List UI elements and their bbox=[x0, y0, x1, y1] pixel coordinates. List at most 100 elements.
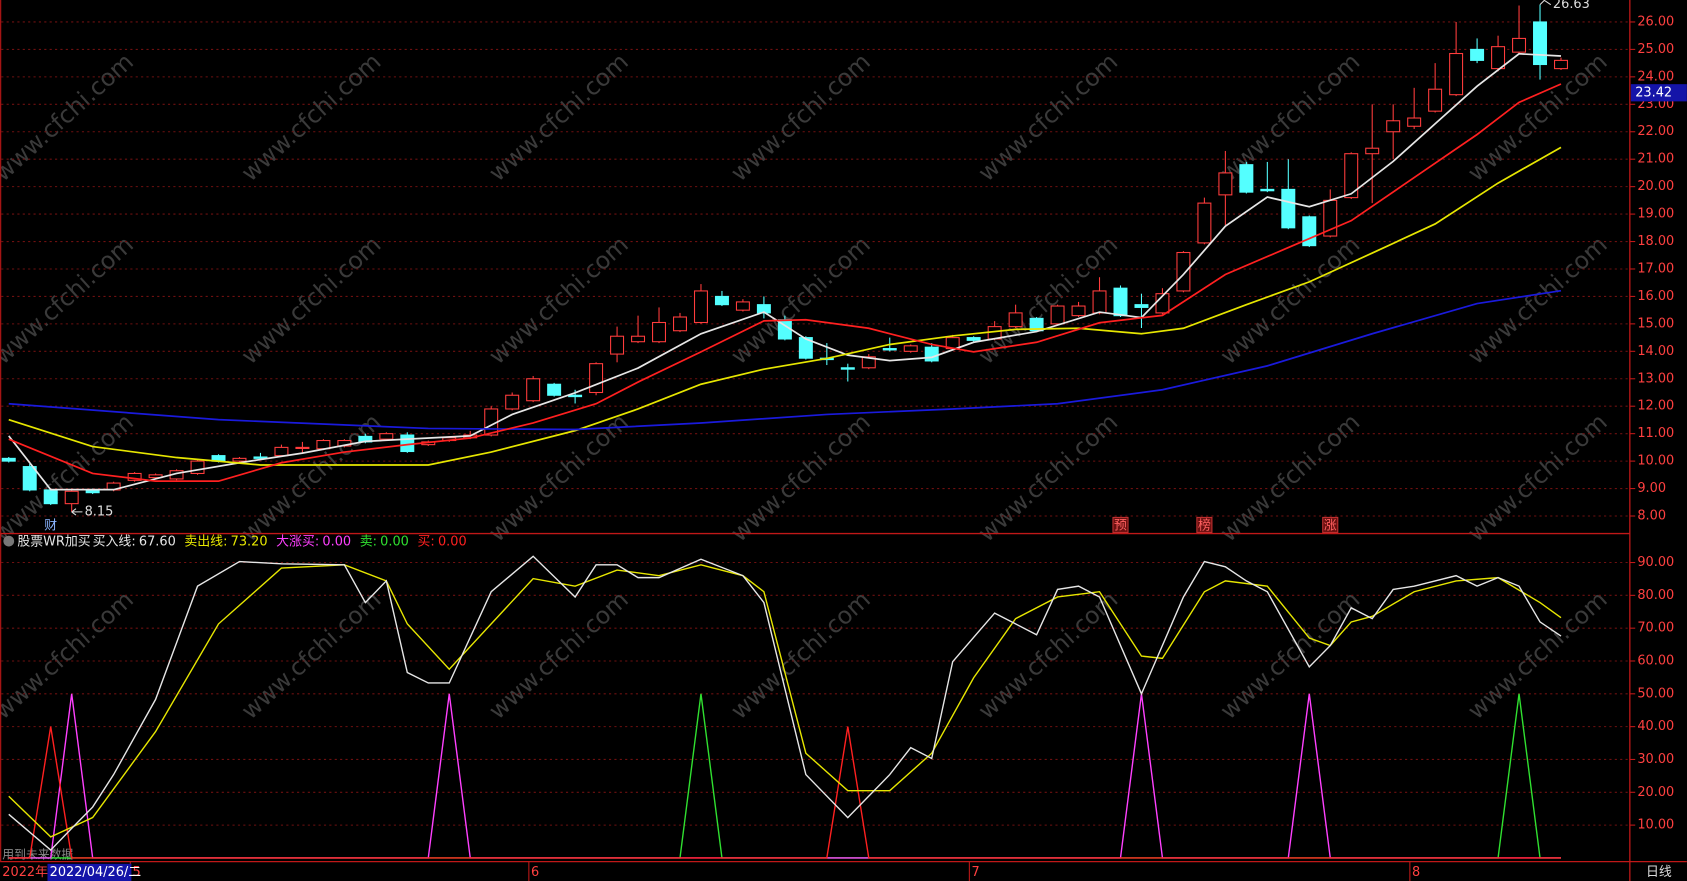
y-tick-label: 8.00 bbox=[1637, 509, 1666, 524]
candle-body bbox=[1491, 46, 1506, 70]
max-label: 26.63 bbox=[1553, 0, 1590, 12]
candle-body bbox=[190, 460, 205, 474]
y-tick-label: 10.00 bbox=[1637, 454, 1674, 469]
candle-body bbox=[379, 433, 394, 440]
candle-body bbox=[1554, 59, 1568, 70]
candle-body bbox=[1512, 37, 1527, 53]
collapse-icon[interactable] bbox=[3, 535, 15, 547]
candle-body bbox=[1533, 21, 1548, 66]
legend-name: 卖出线: bbox=[184, 535, 227, 550]
x-tick-label: 8 bbox=[1412, 865, 1420, 880]
y-tick-label: 80.00 bbox=[1637, 588, 1674, 603]
legend-value: 0.00 bbox=[322, 535, 351, 550]
candle-body bbox=[1344, 153, 1359, 199]
moving-average bbox=[8, 83, 1562, 483]
legend-name: 卖: bbox=[360, 535, 377, 550]
indicator-title: 股票WR加买 bbox=[17, 535, 90, 550]
candle-body bbox=[1260, 188, 1275, 192]
candle-body bbox=[903, 345, 918, 352]
event-marker: 预 bbox=[1114, 519, 1127, 534]
y-tick-label: 14.00 bbox=[1637, 344, 1674, 359]
candle-body bbox=[1218, 172, 1233, 196]
candle-body bbox=[1470, 48, 1485, 61]
y-tick-label: 20.00 bbox=[1637, 179, 1674, 194]
max-marker bbox=[1539, 0, 1552, 6]
y-tick-label: 50.00 bbox=[1637, 686, 1674, 701]
y-tick-label: 9.00 bbox=[1637, 481, 1666, 496]
price-tag-label: 23.42 bbox=[1635, 85, 1672, 100]
x-tick-label: 7 bbox=[972, 865, 980, 880]
event-marker: 榜 bbox=[1198, 518, 1211, 534]
candle-body bbox=[861, 356, 876, 369]
candle-body bbox=[547, 383, 562, 396]
candle-body bbox=[274, 446, 289, 457]
y-tick-label: 20.00 bbox=[1637, 785, 1674, 800]
candle-body bbox=[568, 394, 583, 398]
candle-body bbox=[966, 337, 981, 341]
candle-body bbox=[148, 474, 163, 479]
candle-body bbox=[840, 367, 855, 370]
candle-body bbox=[505, 394, 520, 410]
candle-body bbox=[232, 457, 247, 462]
legend-value: 67.60 bbox=[139, 535, 176, 550]
event-marker: 财 bbox=[44, 519, 57, 534]
y-tick-label: 25.00 bbox=[1637, 42, 1674, 57]
future-data-warning: 用到未来数据 bbox=[2, 848, 73, 862]
candle-body bbox=[295, 446, 310, 450]
legend-value: 73.20 bbox=[231, 535, 268, 550]
candle-body bbox=[610, 335, 625, 355]
candle-body bbox=[1197, 202, 1212, 244]
moving-average bbox=[8, 52, 1562, 491]
candle-body bbox=[652, 321, 667, 343]
y-tick-label: 21.00 bbox=[1637, 152, 1674, 167]
y-tick-label: 30.00 bbox=[1637, 752, 1674, 767]
candle-body bbox=[127, 472, 142, 481]
y-tick-label: 12.00 bbox=[1637, 399, 1674, 414]
candle-body bbox=[400, 434, 415, 453]
candle-body bbox=[64, 490, 79, 505]
candle-body bbox=[1281, 188, 1296, 229]
event-box bbox=[1322, 516, 1339, 534]
candle-body bbox=[22, 466, 37, 491]
candle-body bbox=[1134, 304, 1149, 308]
candle-body bbox=[1113, 287, 1128, 317]
candle-body bbox=[1407, 117, 1422, 127]
candle-body bbox=[1050, 305, 1065, 325]
candle-body bbox=[1428, 88, 1443, 112]
price-tag bbox=[1630, 84, 1687, 102]
candle-body bbox=[43, 489, 58, 505]
moving-average bbox=[8, 289, 1562, 431]
min-marker bbox=[71, 508, 83, 516]
candle-body bbox=[714, 295, 729, 306]
candle-body bbox=[589, 363, 604, 394]
y-tick-label: 70.00 bbox=[1637, 621, 1674, 636]
min-label: 8.15 bbox=[85, 504, 114, 519]
candle-body bbox=[673, 316, 687, 332]
candle-body bbox=[253, 456, 268, 459]
y-tick-label: 19.00 bbox=[1637, 207, 1674, 222]
event-marker: 涨 bbox=[1324, 519, 1337, 534]
year-label: 2022年 bbox=[2, 865, 48, 880]
candle-body bbox=[1302, 216, 1317, 247]
legend-value: 0.00 bbox=[380, 535, 409, 550]
candle-body bbox=[1176, 251, 1191, 292]
candle-body bbox=[1071, 305, 1086, 317]
candle-body bbox=[735, 301, 750, 311]
event-box bbox=[1196, 516, 1213, 534]
candle-body bbox=[693, 290, 708, 324]
candle-body bbox=[631, 335, 646, 343]
period-label: 日线 bbox=[1646, 865, 1672, 880]
indicator-line bbox=[8, 555, 1562, 852]
legend-value: 0.00 bbox=[438, 535, 467, 550]
y-tick-label: 10.00 bbox=[1637, 818, 1674, 833]
y-tick-label: 15.00 bbox=[1637, 316, 1674, 331]
y-tick-label: 40.00 bbox=[1637, 719, 1674, 734]
x-tick-label: 5 bbox=[132, 865, 140, 880]
candle-body bbox=[798, 337, 813, 359]
candle-body bbox=[1449, 52, 1464, 96]
candle-body bbox=[1092, 290, 1107, 314]
